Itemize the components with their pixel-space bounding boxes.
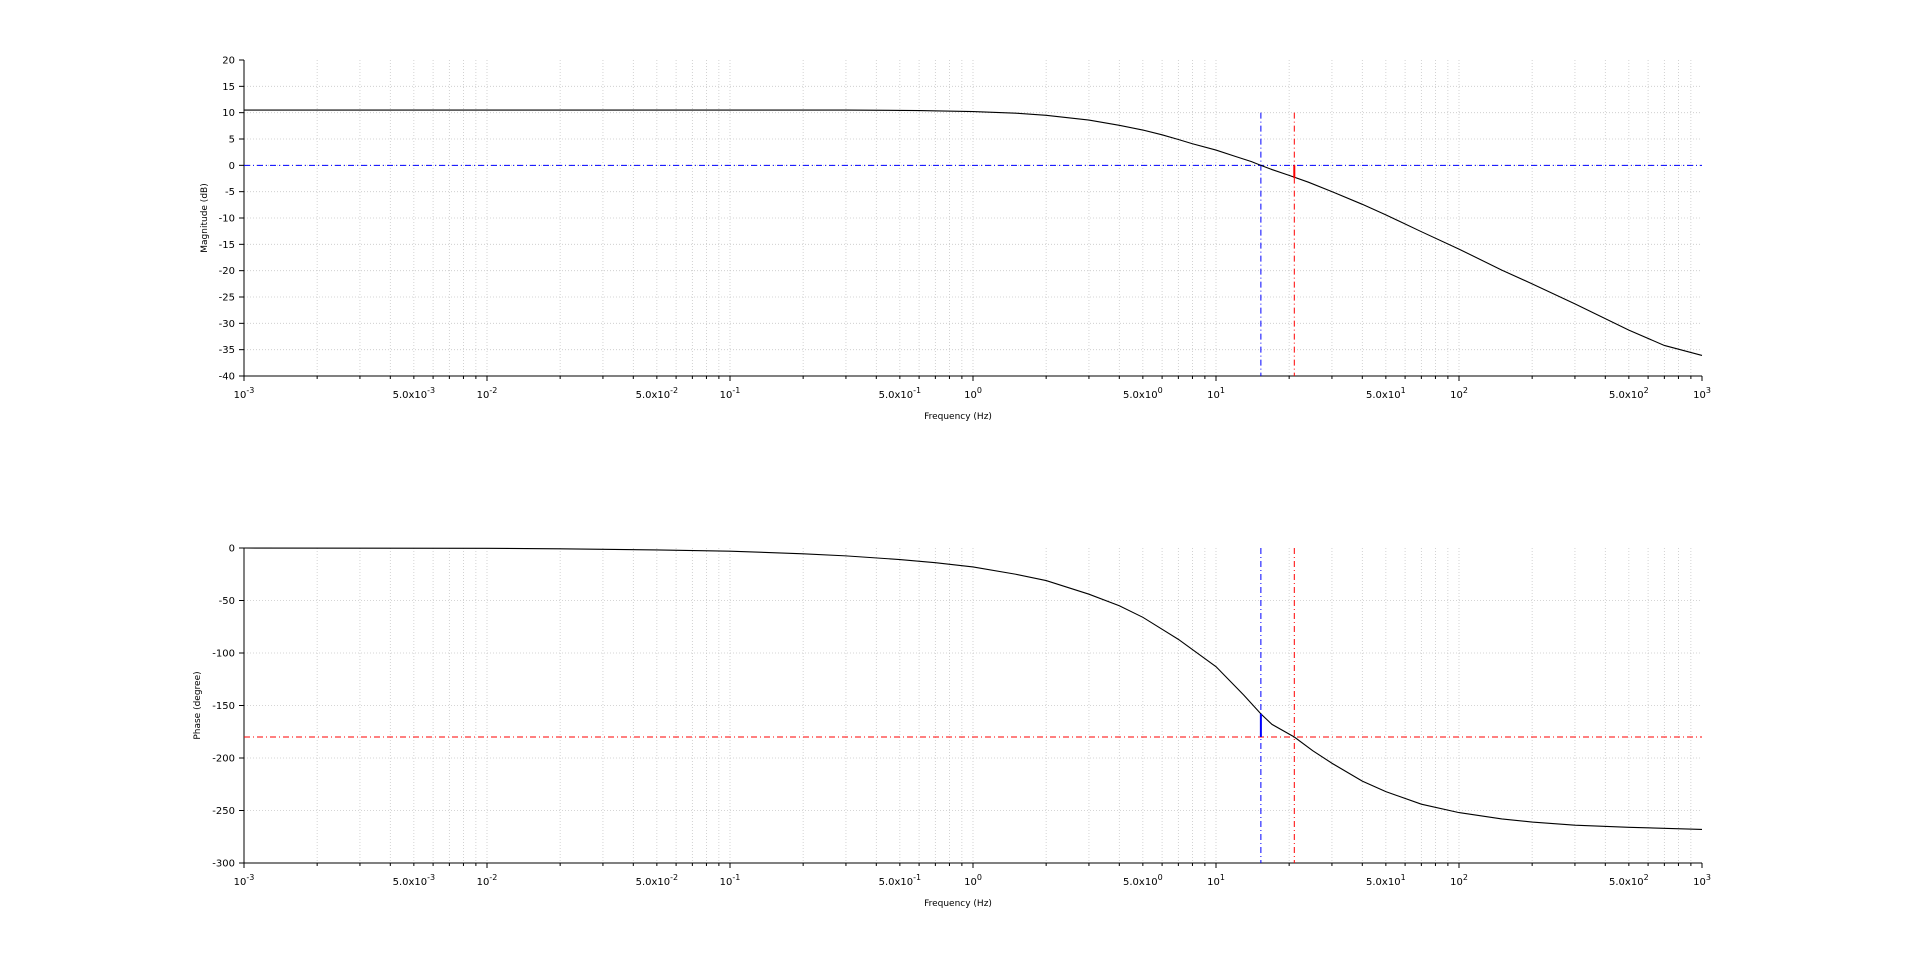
x-tick-label: 5.0x10-3 [393, 873, 436, 888]
y-tick-label: -35 [219, 345, 235, 356]
x-tick-label: 10-1 [720, 386, 741, 401]
y-tick-label: 0 [229, 161, 235, 172]
y-tick-label: 15 [222, 82, 235, 93]
x-tick-label: 101 [1207, 386, 1225, 401]
x-tick-label: 103 [1693, 873, 1711, 888]
x-tick-label: 102 [1450, 386, 1468, 401]
y-tick-label: -250 [212, 806, 235, 817]
y-tick-label: -150 [212, 701, 235, 712]
x-tick-label: 5.0x101 [1366, 386, 1406, 401]
x-tick-label: 10-3 [234, 873, 255, 888]
y-axis-title: Phase (degree) [193, 671, 203, 739]
grid [244, 60, 1702, 376]
series-line [243, 547, 1703, 830]
x-tick-label: 5.0x10-3 [393, 386, 436, 401]
x-tick-label: 5.0x102 [1609, 873, 1649, 888]
y-tick-label: 5 [229, 135, 235, 146]
grid [244, 548, 1702, 863]
y-tick-label: -10 [219, 214, 235, 225]
y-tick-label: -100 [212, 649, 235, 660]
x-tick-label: 10-2 [477, 873, 498, 888]
x-tick-label: 5.0x100 [1123, 386, 1163, 401]
y-tick-label: -15 [219, 240, 235, 251]
x-tick-label: 5.0x10-2 [636, 386, 679, 401]
x-tick-label: 103 [1693, 386, 1711, 401]
x-axis-title: Frequency (Hz) [924, 412, 992, 422]
y-tick-label: -25 [219, 293, 235, 304]
y-tick-label: -300 [212, 859, 235, 870]
x-tick-label: 5.0x101 [1366, 873, 1406, 888]
y-tick-label: -200 [212, 754, 235, 765]
x-tick-label: 101 [1207, 873, 1225, 888]
y-tick-label: 20 [222, 56, 235, 67]
x-tick-label: 10-2 [477, 386, 498, 401]
x-tick-label: 5.0x100 [1123, 873, 1163, 888]
x-tick-label: 10-3 [234, 386, 255, 401]
phase-plot: 0 -50 -100 -150 -200 -250 -300 10-3 5.0x10-3 10-2… [193, 544, 1711, 910]
x-tick-label: 100 [964, 386, 982, 401]
x-tick-label: 5.0x10-1 [879, 386, 922, 401]
y-tick-label: 0 [229, 544, 235, 555]
y-axis-title: Magnitude (dB) [200, 183, 210, 252]
x-axis-title: Frequency (Hz) [924, 899, 992, 909]
x-tick-label: 5.0x10-2 [636, 873, 679, 888]
series-line [244, 109, 1703, 356]
magnitude-plot: 20 15 10 5 0 -5 -10 -15 -20 -25 -30 -35 -40 10-3 5.0x1… [200, 56, 1711, 423]
x-tick-label: 100 [964, 873, 982, 888]
x-tick-label: 10-1 [720, 873, 741, 888]
y-tick-label: -20 [219, 266, 235, 277]
y-tick-label: -40 [219, 372, 235, 383]
y-tick-label: -30 [219, 319, 235, 330]
y-tick-label: 10 [222, 108, 235, 119]
x-tick-label: 5.0x102 [1609, 386, 1649, 401]
y-tick-label: -50 [219, 596, 235, 607]
y-tick-label: -5 [225, 187, 235, 198]
x-tick-label: 102 [1450, 873, 1468, 888]
x-tick-label: 5.0x10-1 [879, 873, 922, 888]
